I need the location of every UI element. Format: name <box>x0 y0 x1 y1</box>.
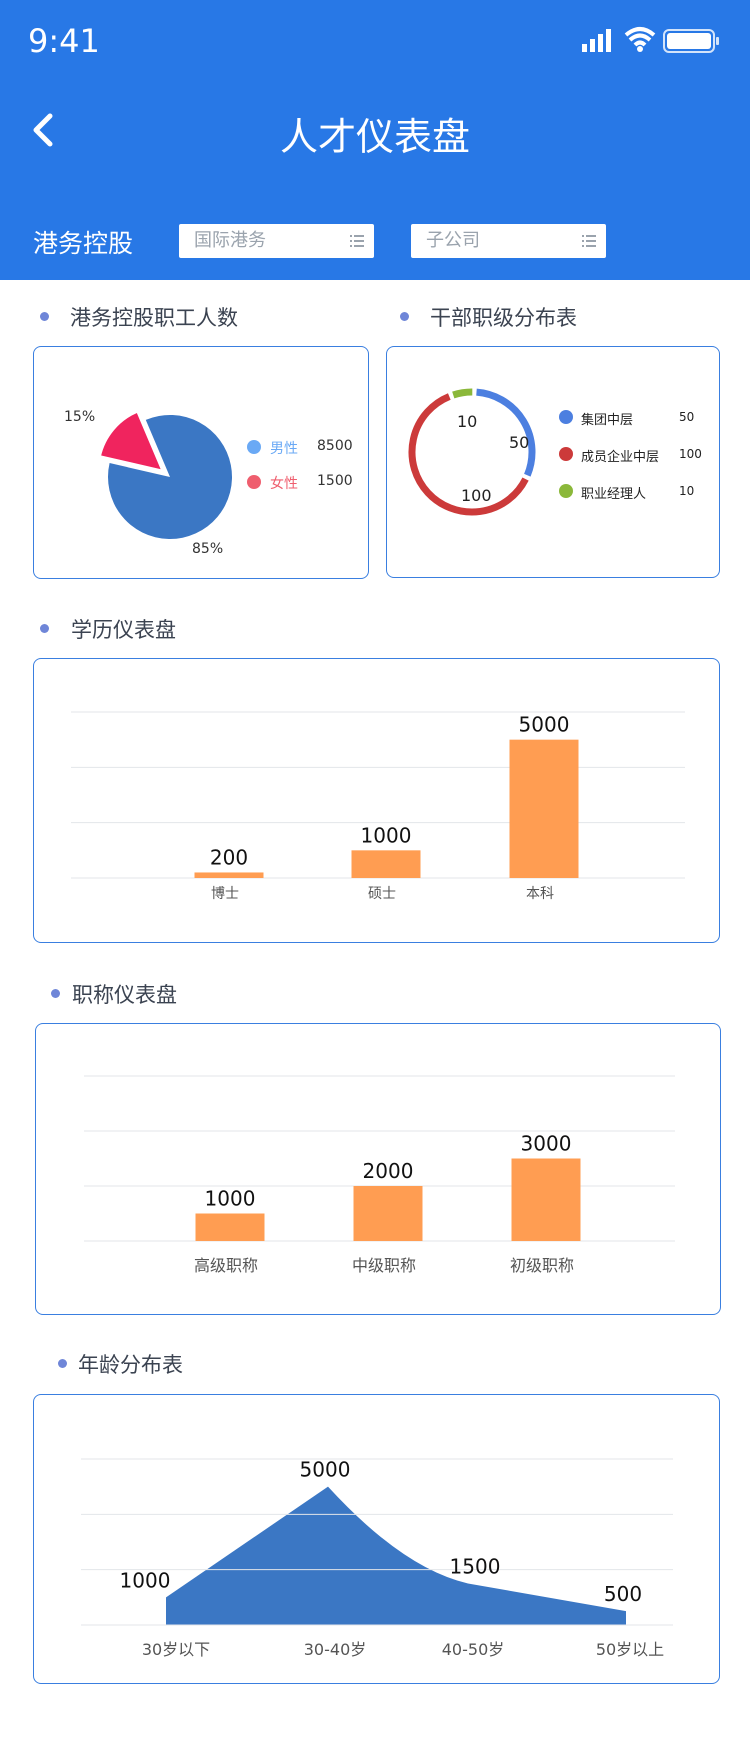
ring-label-group: 50 <box>509 433 529 452</box>
page-title: 人才仪表盘 <box>279 115 470 159</box>
education-bar-chart: 200 博士 1000 硕士 5000 本科 <box>71 711 685 902</box>
cadre-card: 50 100 10 集团中层 50 成员企业中层 100 职业经理人 10 <box>386 346 720 578</box>
bar-value-label: 200 <box>210 845 248 869</box>
subsidiary-dropdown[interactable]: 子公司 <box>411 224 606 258</box>
bar-value-label: 2000 <box>363 1159 414 1183</box>
legend-value-female: 1500 <box>317 473 353 489</box>
category-label: 高级职称 <box>194 1256 258 1275</box>
pie-label-female: 15% <box>64 409 95 425</box>
age-title: 年龄分布表 <box>78 1353 183 1377</box>
section-dot <box>40 312 49 321</box>
bar-value-label: 1000 <box>205 1187 256 1211</box>
category-label: 50岁以上 <box>596 1640 664 1659</box>
company-label: 港务控股 <box>33 229 134 258</box>
pie-label-male: 85% <box>192 541 223 557</box>
battery-icon <box>663 29 719 53</box>
bar-value-label: 3000 <box>521 1132 572 1156</box>
legend-value-male: 8500 <box>317 438 353 454</box>
app-header: 9:41 人才仪表盘 港务控股 国际港务 子公司 <box>0 0 750 280</box>
bar <box>194 872 264 878</box>
section-dot <box>58 1359 67 1368</box>
legend-dot <box>559 484 573 498</box>
legend-dot <box>559 447 573 461</box>
status-time: 9:41 <box>28 22 100 60</box>
legend-dot-female <box>247 475 261 489</box>
area-value-label: 1500 <box>450 1555 501 1579</box>
category-label: 30-40岁 <box>304 1640 367 1659</box>
pie-slice-male <box>108 415 232 539</box>
education-title: 学历仪表盘 <box>71 618 176 642</box>
education-card: 200 博士 1000 硕士 5000 本科 <box>33 658 720 943</box>
signal-icon <box>582 29 611 52</box>
group-dropdown-placeholder: 国际港务 <box>194 230 266 251</box>
area-value-label: 1000 <box>120 1568 171 1592</box>
category-label: 本科 <box>526 886 554 902</box>
age-area-chart: 1000 30岁以下 5000 30-40岁 1500 40-50岁 500 50岁以上 <box>81 1458 673 1659</box>
legend-value: 50 <box>679 410 695 424</box>
subsidiary-dropdown-placeholder: 子公司 <box>426 230 480 251</box>
category-label: 硕士 <box>368 886 396 902</box>
job-title-bar-chart: 1000 高级职称 2000 中级职称 3000 初级职称 <box>84 1075 675 1275</box>
section-dot <box>400 312 409 321</box>
staff-pie-chart: 85% 15% <box>64 409 232 557</box>
ring-segment <box>452 388 473 399</box>
category-label: 博士 <box>211 885 239 902</box>
staff-count-card: 85% 15% 男性 8500 女性 1500 <box>33 346 369 579</box>
bar <box>351 850 421 878</box>
area-fill <box>166 1486 626 1625</box>
legend-label: 集团中层 <box>581 413 634 428</box>
area-value-label: 500 <box>604 1582 642 1606</box>
legend-label-female: 女性 <box>270 476 298 492</box>
bar <box>195 1213 265 1241</box>
list-icon <box>350 235 364 247</box>
bar-value-label: 5000 <box>519 713 570 737</box>
wifi-icon <box>624 27 656 52</box>
ring-label-manager: 10 <box>457 412 477 431</box>
bar-value-label: 1000 <box>361 823 412 847</box>
job-title-title: 职称仪表盘 <box>72 983 177 1007</box>
group-dropdown[interactable]: 国际港务 <box>179 224 374 258</box>
bar <box>353 1186 423 1241</box>
category-label: 30岁以下 <box>142 1640 210 1659</box>
area-value-label: 5000 <box>300 1458 351 1482</box>
bar <box>511 1158 581 1241</box>
bar <box>509 739 579 878</box>
cadre-ring-chart: 50 100 10 <box>408 388 536 516</box>
legend-dot-male <box>247 440 261 454</box>
status-icons <box>582 27 719 53</box>
legend-value: 100 <box>679 447 702 461</box>
cadre-title: 干部职级分布表 <box>430 306 577 330</box>
legend-value: 10 <box>679 484 695 498</box>
section-dot <box>51 989 60 998</box>
ring-segment <box>476 388 536 477</box>
category-label: 40-50岁 <box>442 1640 505 1659</box>
category-label: 初级职称 <box>510 1256 574 1275</box>
ring-label-member: 100 <box>461 486 492 505</box>
list-icon <box>582 235 596 247</box>
legend-dot <box>559 410 573 424</box>
section-dot <box>40 624 49 633</box>
legend-label: 成员企业中层 <box>581 450 660 465</box>
staff-count-title: 港务控股职工人数 <box>70 306 238 330</box>
job-title-card: 1000 高级职称 2000 中级职称 3000 初级职称 <box>35 1023 721 1315</box>
pie-slice-female <box>98 410 165 472</box>
ring-segment <box>408 393 529 516</box>
legend-label-male: 男性 <box>270 441 298 457</box>
age-card: 1000 30岁以下 5000 30-40岁 1500 40-50岁 500 50岁以上 <box>33 1394 720 1684</box>
legend-label: 职业经理人 <box>581 487 647 502</box>
category-label: 中级职称 <box>352 1256 416 1275</box>
back-arrow-icon[interactable] <box>28 110 58 150</box>
